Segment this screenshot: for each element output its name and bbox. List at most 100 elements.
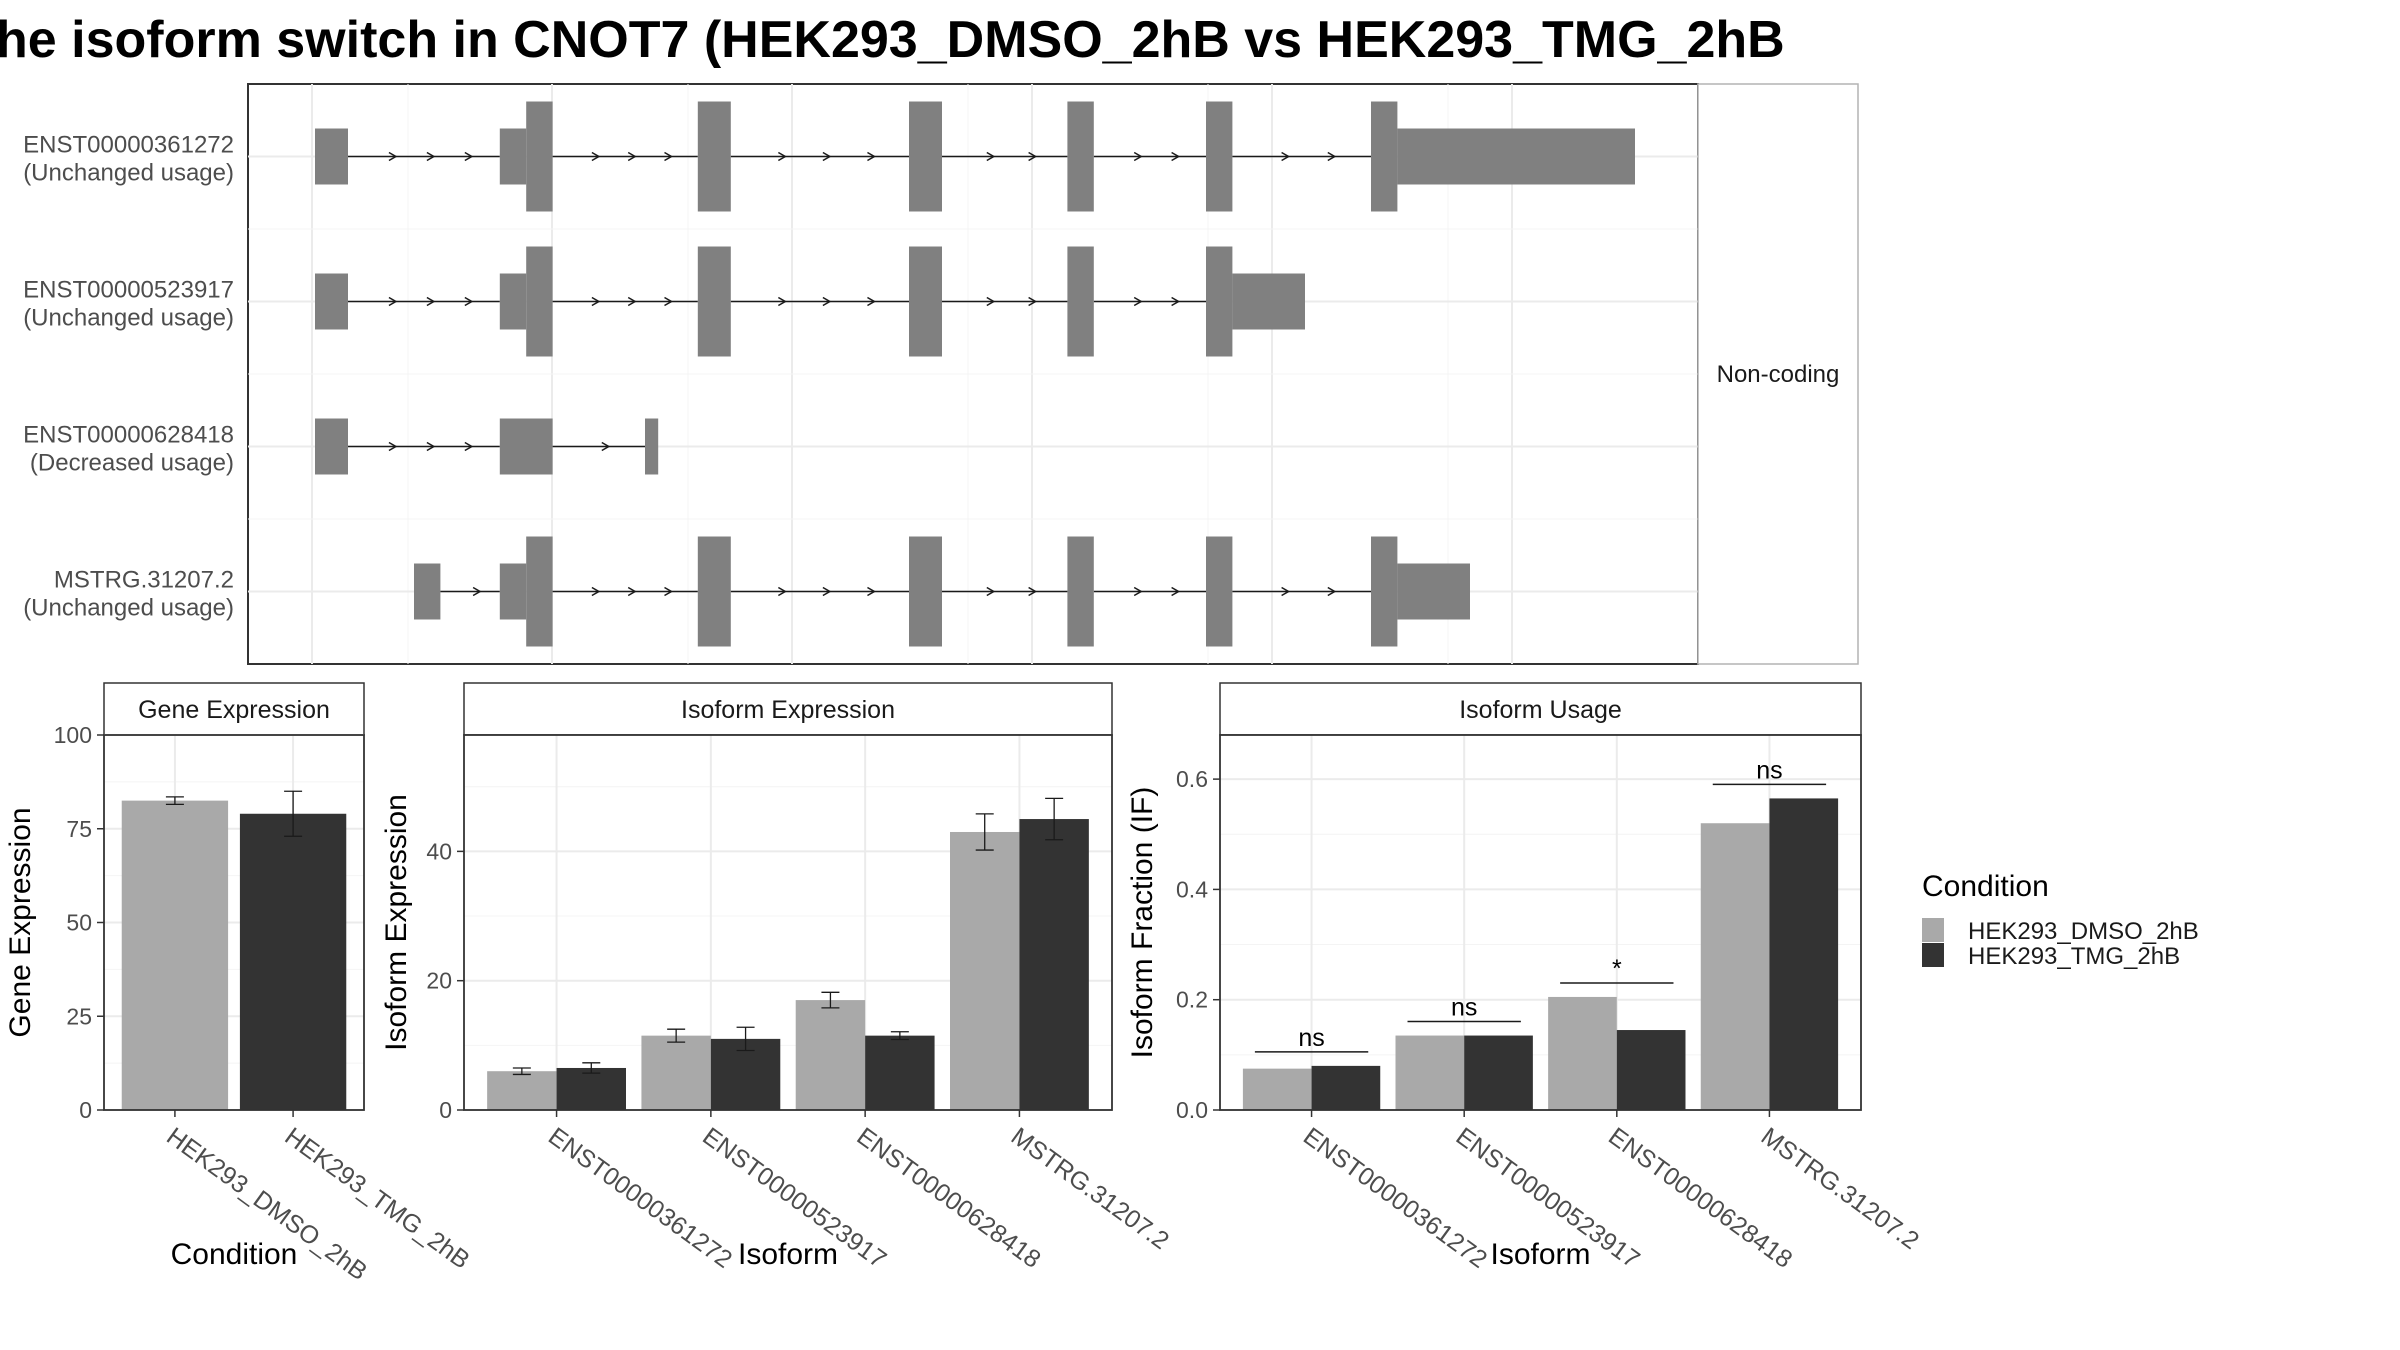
intron-arrow [472, 586, 482, 597]
y-tick-label: 0.4 [1176, 876, 1208, 902]
bar [1769, 798, 1839, 1110]
intron-arrow [426, 441, 436, 452]
panel-title: Gene Expression [138, 696, 330, 724]
y-tick-label: 100 [54, 722, 92, 748]
intron-arrow [627, 296, 637, 307]
track-label-id: ENST00000361272 [23, 132, 234, 159]
intron-arrow [986, 586, 996, 597]
significance-label: ns [1451, 994, 1477, 1022]
intron-arrow [426, 151, 436, 162]
y-tick-label: 75 [66, 816, 92, 842]
exon-coding [1067, 101, 1094, 212]
exon-coding [526, 536, 553, 647]
intron-arrow [1327, 151, 1337, 162]
intron-arrow [591, 296, 601, 307]
exon-utr [499, 273, 527, 330]
intron-arrow [1281, 586, 1291, 597]
intron-arrow [388, 151, 398, 162]
exon-utr [499, 563, 527, 620]
panel-frame [1219, 734, 1862, 1111]
intron-arrow [1171, 151, 1181, 162]
legend-swatch-dmso [1922, 918, 1944, 942]
intron-arrow [986, 296, 996, 307]
intron-arrow [464, 151, 474, 162]
transcript-track [315, 418, 659, 475]
x-tick-label: MSTRG.31207.2 [1006, 1122, 1174, 1255]
y-tick-label: 20 [426, 968, 452, 994]
y-tick-label: 0.2 [1176, 987, 1208, 1013]
y-tick-label: 25 [66, 1003, 92, 1029]
exon-utr [1232, 273, 1305, 330]
bar [1548, 996, 1617, 1110]
intron-arrow [1171, 296, 1181, 307]
isoform-expression-chart: Isoform Expression02040ENST00000361272EN… [380, 682, 1174, 1274]
intron-arrow [591, 151, 601, 162]
intron-arrow [867, 586, 876, 597]
bar [795, 1000, 866, 1110]
exon-utr [315, 273, 348, 330]
y-tick-label: 0.6 [1176, 766, 1208, 792]
significance-label: ns [1298, 1024, 1324, 1052]
panel-strip [103, 682, 365, 736]
intron-arrow [1327, 586, 1337, 597]
y-tick-label: 40 [426, 838, 452, 864]
exon-coding [1067, 246, 1094, 357]
exon-utr [414, 563, 441, 620]
intron-arrow [777, 151, 787, 162]
intron-arrow [867, 151, 876, 162]
structure-track-labels: ENST00000361272(Unchanged usage)ENST0000… [23, 132, 234, 622]
bar [641, 1035, 711, 1110]
x-axis-title: Isoform [1490, 1238, 1590, 1271]
exon-coding [909, 536, 942, 647]
x-tick-label: MSTRG.31207.2 [1756, 1122, 1924, 1255]
transcript-track [414, 536, 1470, 647]
exon-coding [526, 101, 553, 212]
intron-arrow [388, 441, 398, 452]
intron-arrow [591, 586, 601, 597]
intron-arrow [1133, 296, 1143, 307]
legend: Condition HEK293_DMSO_2hB HEK293_TMG_2hB [1922, 870, 2199, 970]
figure-title: he isoform switch in CNOT7 (HEK293_DMSO_… [0, 11, 1785, 69]
track-label-id: MSTRG.31207.2 [54, 567, 234, 594]
bar [487, 1071, 557, 1110]
bar [556, 1067, 626, 1110]
y-tick-label: 0.0 [1176, 1097, 1208, 1123]
bar [1395, 1035, 1465, 1110]
panel-frame [103, 734, 365, 1111]
structure-strip-label: Non-coding [1717, 361, 1840, 388]
bar [121, 800, 229, 1110]
x-axis-title: Isoform [738, 1238, 838, 1271]
panel-title: Isoform Expression [681, 696, 895, 724]
track-label-id: ENST00000523917 [23, 277, 234, 304]
intron-arrow [822, 296, 832, 307]
exon-coding [1067, 536, 1094, 647]
exon-utr [645, 418, 659, 475]
intron-arrow [777, 296, 787, 307]
track-label-usage: (Unchanged usage) [23, 160, 234, 187]
track-label-usage: (Unchanged usage) [23, 595, 234, 622]
x-axis-title: Condition [171, 1238, 298, 1271]
exon-coding [526, 246, 553, 357]
intron-arrow [777, 586, 787, 597]
bar [1616, 1030, 1686, 1110]
bar [1700, 823, 1770, 1110]
intron-arrow [627, 151, 637, 162]
intron-arrow [388, 296, 398, 307]
legend-label-dmso: HEK293_DMSO_2hB [1968, 918, 2199, 945]
intron-arrow [1281, 151, 1291, 162]
structure-tracks [315, 101, 1635, 647]
transcript-track [315, 101, 1635, 212]
intron-arrow [1171, 586, 1181, 597]
track-label-id: ENST00000628418 [23, 422, 234, 449]
intron-arrow [822, 586, 832, 597]
panel-title: Isoform Usage [1459, 696, 1622, 724]
exon-coding [909, 101, 942, 212]
legend-title: Condition [1922, 870, 2049, 903]
exon-coding [697, 246, 731, 357]
legend-swatch-tmg [1922, 943, 1944, 967]
bar [1242, 1068, 1312, 1110]
intron-arrow [822, 151, 832, 162]
y-axis-title: Isoform Expression [380, 794, 413, 1051]
intron-arrow [426, 296, 436, 307]
